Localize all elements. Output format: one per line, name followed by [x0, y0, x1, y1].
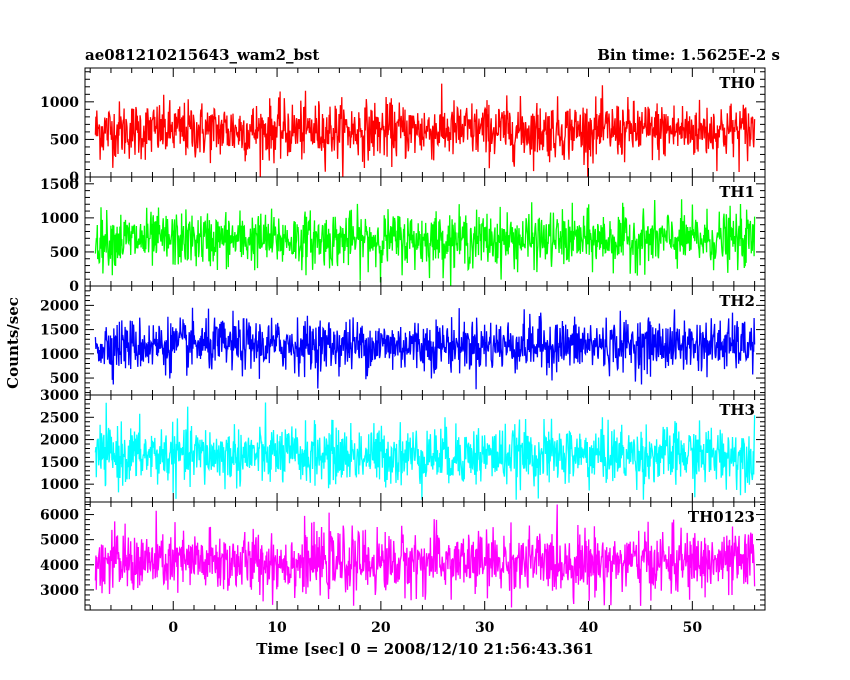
y-tick-label: 1500 — [40, 455, 79, 471]
y-tick-label: 1000 — [40, 477, 79, 493]
y-tick-label: 1500 — [40, 323, 79, 339]
y-tick-label: 2000 — [40, 298, 79, 314]
y-tick-label: 1000 — [40, 211, 79, 227]
y-tick-label: 500 — [50, 132, 79, 148]
panel-label-th1: TH1 — [719, 183, 755, 201]
x-tick-label: 20 — [371, 620, 391, 636]
y-tick-label: 2000 — [40, 433, 79, 449]
panel-label-th0123: TH0123 — [688, 508, 755, 526]
y-tick-label: 2500 — [40, 410, 79, 426]
x-tick-label: 30 — [475, 620, 495, 636]
chart-title: ae081210215643_wam2_bst — [85, 46, 319, 64]
series-line-th1 — [94, 199, 756, 287]
y-tick-label: 0 — [69, 279, 79, 295]
bin-time-label: Bin time: 1.5625E-2 s — [597, 46, 780, 64]
x-tick-label: 0 — [168, 620, 178, 636]
series-line-th3 — [94, 402, 756, 500]
series-line-th0 — [94, 83, 756, 178]
series-line-th0123 — [94, 504, 756, 608]
y-tick-label: 1000 — [40, 95, 79, 111]
series-line-th2 — [94, 307, 756, 390]
y-axis-label: Counts/sec — [4, 297, 22, 389]
y-tick-label: 1000 — [40, 347, 79, 363]
panel-label-th0: TH0 — [719, 74, 755, 92]
x-tick-label: 40 — [579, 620, 599, 636]
y-tick-label: 500 — [50, 245, 79, 261]
y-tick-label: 0 — [69, 170, 79, 186]
panel-label-th2: TH2 — [719, 292, 755, 310]
y-tick-label: 6000 — [40, 508, 79, 524]
y-tick-label: 1500 — [40, 177, 79, 193]
y-tick-label: 3000 — [40, 583, 79, 599]
y-tick-label: 4000 — [40, 558, 79, 574]
y-tick-label: 500 — [50, 371, 79, 387]
x-axis-label: Time [sec] 0 = 2008/12/10 21:56:43.361 — [256, 640, 593, 658]
y-tick-label: 5000 — [40, 533, 79, 549]
panel-label-th3: TH3 — [719, 401, 755, 419]
x-tick-label: 50 — [683, 620, 703, 636]
y-tick-label: 3000 — [40, 388, 79, 404]
panel-frame-th0123 — [84, 501, 766, 611]
x-tick-label: 10 — [267, 620, 287, 636]
